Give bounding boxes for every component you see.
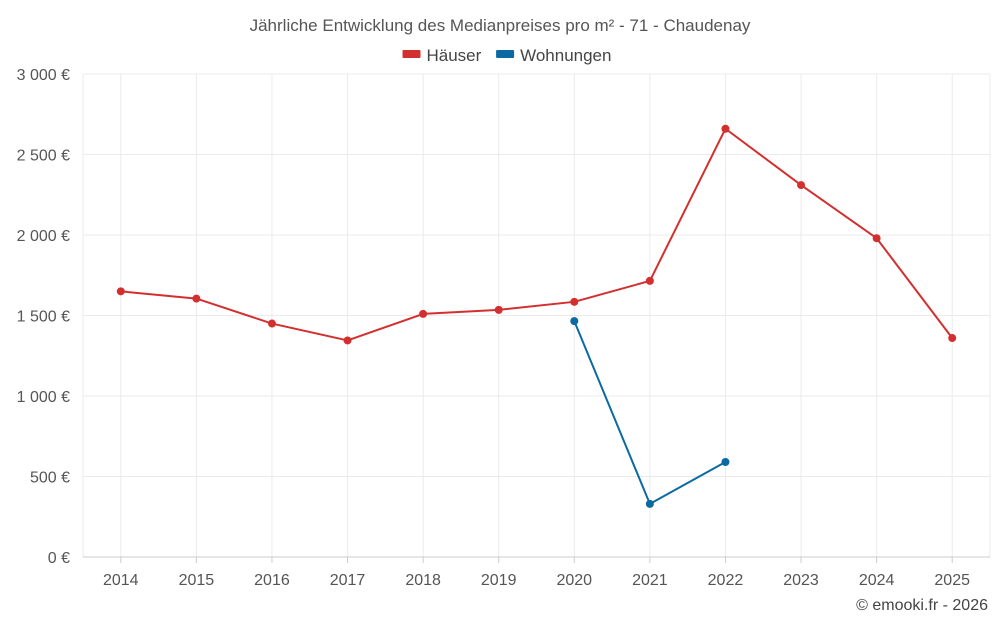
y-tick-label: 3 000 € [17, 67, 70, 84]
y-tick-label: 2 500 € [17, 148, 70, 165]
x-tick-label: 2023 [783, 572, 819, 589]
series-Wohnungen [570, 317, 730, 508]
data-point[interactable] [494, 305, 503, 314]
data-point[interactable] [872, 234, 881, 243]
series-Häuser [116, 124, 957, 345]
y-axis: 0 € 500 € 1 000 € 1 500 € 2 000 € 2 500 € 3 00… [17, 67, 84, 567]
data-point[interactable] [192, 294, 201, 303]
x-tick-label: 2022 [708, 572, 744, 589]
x-tick-label: 2019 [481, 572, 517, 589]
data-point[interactable] [645, 276, 654, 285]
x-tick-label: 2014 [103, 572, 139, 589]
grid [83, 73, 991, 557]
series-line [120, 127, 954, 342]
legend: Häuser Wohnungen [402, 46, 611, 65]
data-point[interactable] [570, 297, 579, 306]
x-tick-label: 2025 [934, 572, 970, 589]
data-point[interactable] [343, 336, 352, 345]
x-tick-label: 2018 [405, 572, 441, 589]
legend-item[interactable]: Häuser [402, 46, 482, 65]
data-point[interactable] [721, 124, 730, 133]
data-point[interactable] [645, 499, 654, 508]
legend-swatch [496, 50, 515, 58]
data-point[interactable] [570, 317, 579, 326]
chart-title: Jährliche Entwicklung des Medianpreises … [250, 16, 751, 35]
x-tick-label: 2015 [179, 572, 215, 589]
legend-swatch [402, 50, 421, 58]
data-point[interactable] [419, 309, 428, 318]
x-tick-label: 2021 [632, 572, 668, 589]
data-point[interactable] [267, 319, 276, 328]
legend-label: Häuser [427, 46, 482, 65]
legend-item[interactable]: Wohnungen [496, 46, 611, 65]
credit-text: © emooki.fr - 2026 [856, 597, 988, 614]
y-tick-label: 2 000 € [17, 228, 70, 245]
data-point[interactable] [797, 181, 806, 190]
y-tick-label: 0 € [48, 550, 70, 567]
x-axis: 2014 2015 2016 2017 2018 2019 2020 2021 2022 2023… [83, 556, 990, 589]
series-group [116, 124, 957, 508]
data-point[interactable] [116, 287, 125, 296]
legend-label: Wohnungen [520, 46, 611, 65]
x-tick-label: 2016 [254, 572, 290, 589]
y-tick-label: 500 € [30, 470, 70, 487]
y-tick-label: 1 000 € [17, 389, 70, 406]
data-point[interactable] [948, 334, 957, 343]
x-tick-label: 2017 [330, 572, 366, 589]
data-point[interactable] [721, 458, 730, 467]
x-tick-label: 2024 [859, 572, 895, 589]
x-tick-label: 2020 [556, 572, 592, 589]
y-tick-label: 1 500 € [17, 309, 70, 326]
